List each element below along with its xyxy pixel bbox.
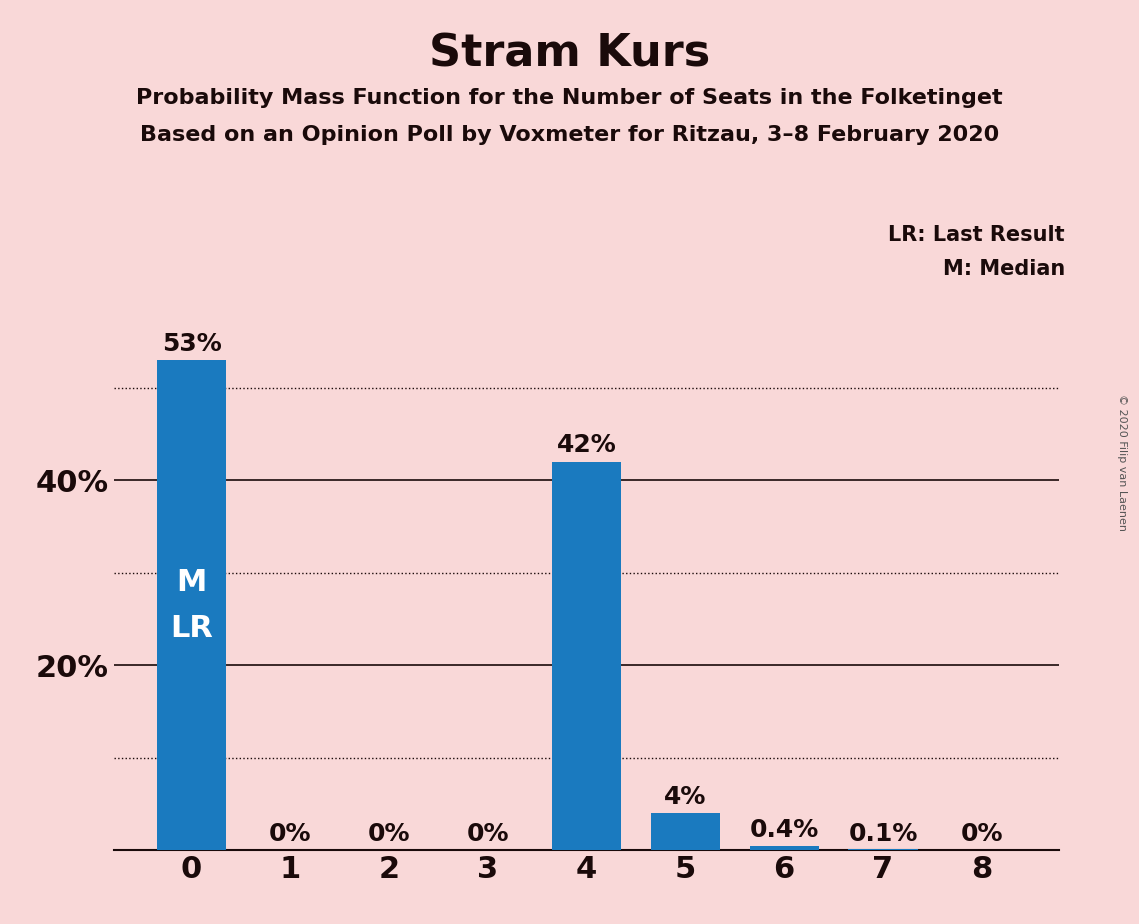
Bar — [552, 462, 621, 850]
Text: 0.1%: 0.1% — [849, 822, 918, 846]
Text: 53%: 53% — [162, 332, 221, 356]
Text: 0.4%: 0.4% — [749, 818, 819, 842]
Text: Probability Mass Function for the Number of Seats in the Folketinget: Probability Mass Function for the Number… — [137, 88, 1002, 108]
Text: 0%: 0% — [368, 822, 410, 846]
Text: 0%: 0% — [960, 822, 1003, 846]
Bar — [650, 813, 720, 850]
Text: 4%: 4% — [664, 784, 706, 808]
Text: LR: LR — [170, 614, 213, 643]
Text: Stram Kurs: Stram Kurs — [429, 32, 710, 76]
Text: M: Median: M: Median — [943, 259, 1065, 279]
Bar — [749, 846, 819, 850]
Text: 42%: 42% — [557, 433, 616, 457]
Bar — [157, 360, 226, 850]
Text: 0%: 0% — [269, 822, 311, 846]
Text: 0%: 0% — [467, 822, 509, 846]
Text: LR: Last Result: LR: Last Result — [888, 225, 1065, 245]
Text: © 2020 Filip van Laenen: © 2020 Filip van Laenen — [1117, 394, 1126, 530]
Text: M: M — [177, 567, 206, 597]
Bar — [849, 849, 918, 850]
Text: Based on an Opinion Poll by Voxmeter for Ritzau, 3–8 February 2020: Based on an Opinion Poll by Voxmeter for… — [140, 125, 999, 145]
